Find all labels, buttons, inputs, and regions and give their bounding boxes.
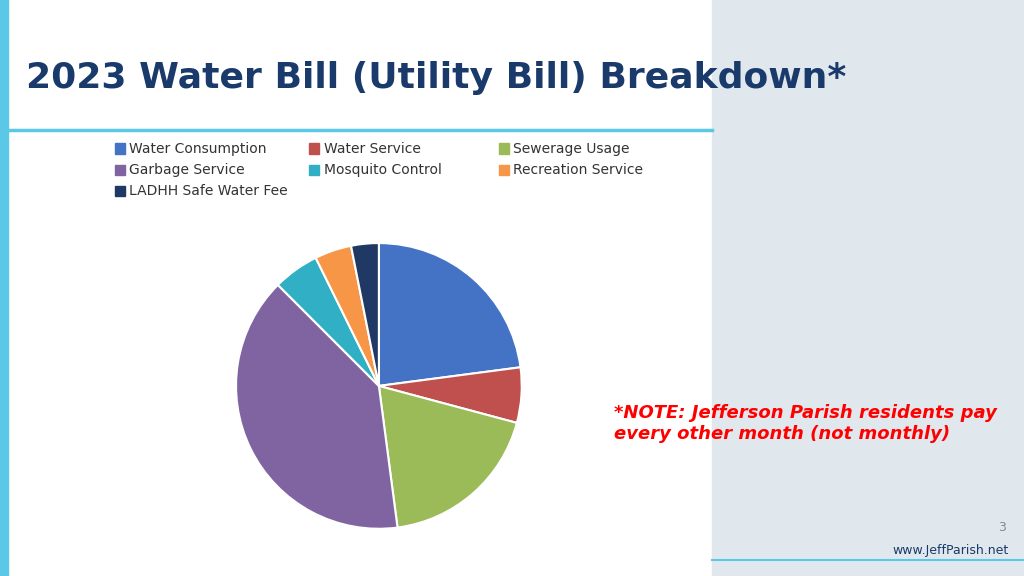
Wedge shape — [315, 246, 379, 386]
Wedge shape — [237, 285, 397, 529]
Bar — [309, 165, 319, 175]
Text: *NOTE: Jefferson Parish residents pay
every other month (not monthly): *NOTE: Jefferson Parish residents pay ev… — [614, 404, 997, 443]
Text: Sewerage Usage: Sewerage Usage — [513, 142, 630, 156]
Wedge shape — [351, 243, 379, 386]
Text: 2023 Water Bill (Utility Bill) Breakdown*: 2023 Water Bill (Utility Bill) Breakdown… — [26, 60, 846, 95]
Wedge shape — [278, 258, 379, 386]
Bar — [712, 0, 1024, 576]
Text: Water Consumption: Water Consumption — [129, 142, 266, 156]
Text: Recreation Service: Recreation Service — [513, 163, 643, 177]
Bar — [115, 165, 125, 175]
Text: Mosquito Control: Mosquito Control — [324, 163, 441, 177]
Text: LADHH Safe Water Fee: LADHH Safe Water Fee — [129, 184, 288, 198]
Wedge shape — [379, 367, 522, 423]
Wedge shape — [379, 243, 520, 386]
Bar — [499, 165, 509, 175]
Text: 3: 3 — [997, 521, 1006, 533]
Bar — [115, 143, 125, 154]
Bar — [499, 143, 509, 154]
Bar — [115, 186, 125, 196]
Text: www.JeffParish.net: www.JeffParish.net — [892, 544, 1009, 556]
Bar — [0, 0, 8, 576]
Text: Garbage Service: Garbage Service — [129, 163, 245, 177]
Bar — [309, 143, 319, 154]
Wedge shape — [379, 386, 517, 528]
Text: Water Service: Water Service — [324, 142, 421, 156]
